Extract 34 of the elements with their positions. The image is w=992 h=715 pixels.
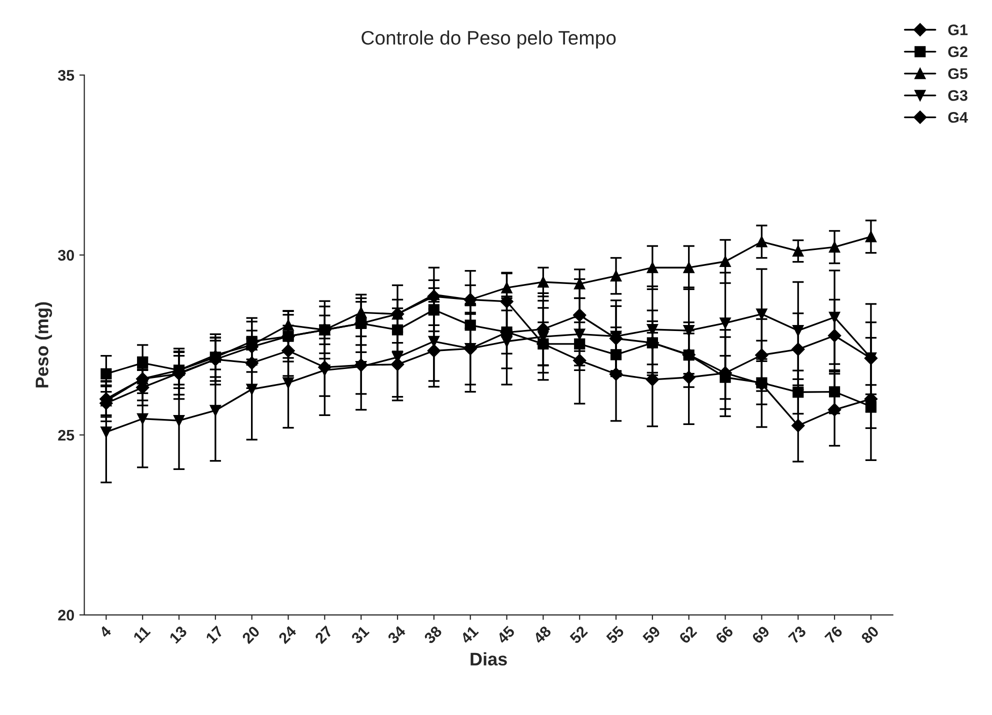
x-tick-label: 20 (241, 625, 260, 644)
x-tick-label: 13 (168, 625, 188, 644)
x-tick-label: 48 (532, 625, 552, 644)
chart-title: Controle do Peso pelo Tempo (362, 30, 616, 49)
y-tick-label: 25 (58, 430, 74, 441)
x-tick-label: 17 (205, 625, 224, 644)
x-axis-title: Dias (470, 652, 507, 666)
x-tick-label: 45 (496, 625, 516, 644)
legend-label: G4 (948, 112, 968, 123)
x-tick-label: 59 (642, 625, 661, 644)
x-tick-label: 27 (314, 625, 334, 644)
x-tick-label: 31 (350, 625, 370, 644)
x-tick-label: 55 (606, 625, 625, 644)
x-tick-label: 38 (423, 625, 443, 644)
x-tick-label: 66 (714, 625, 734, 644)
legend-label: G3 (948, 90, 968, 101)
x-tick-label: 11 (132, 625, 151, 644)
x-tick-label: 24 (278, 624, 298, 644)
x-tick-label: 76 (824, 625, 844, 644)
x-tick-label: 69 (751, 625, 770, 644)
legend-label: G1 (948, 24, 968, 36)
legend-label: G2 (948, 46, 968, 58)
x-tick-label: 73 (788, 625, 807, 644)
y-tick-label: 30 (58, 250, 74, 261)
x-tick-label: 41 (460, 625, 479, 644)
y-tick-label: 35 (58, 70, 74, 81)
x-tick-label: 80 (860, 625, 880, 644)
x-tick-label: 4 (98, 625, 112, 638)
x-tick-label: 34 (387, 624, 406, 644)
x-tick-label: 52 (569, 625, 588, 644)
y-tick-label: 20 (58, 610, 74, 621)
y-axis-title: Peso (mg) (35, 302, 52, 388)
x-tick-label: 62 (678, 625, 698, 644)
legend-label: G5 (948, 68, 968, 80)
